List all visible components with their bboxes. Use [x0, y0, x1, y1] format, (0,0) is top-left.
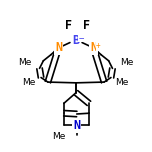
- Text: Me: Me: [120, 58, 133, 67]
- Text: +: +: [96, 41, 100, 50]
- Text: Me: Me: [116, 78, 129, 87]
- Text: N: N: [73, 119, 80, 132]
- Text: Me: Me: [18, 58, 31, 67]
- Text: B: B: [73, 34, 79, 47]
- Text: Me: Me: [53, 132, 66, 141]
- Text: −: −: [79, 33, 84, 42]
- Text: Me: Me: [22, 78, 36, 87]
- Text: F: F: [83, 19, 90, 32]
- Text: N: N: [55, 41, 62, 54]
- Text: F: F: [65, 19, 72, 32]
- Text: N: N: [90, 41, 97, 54]
